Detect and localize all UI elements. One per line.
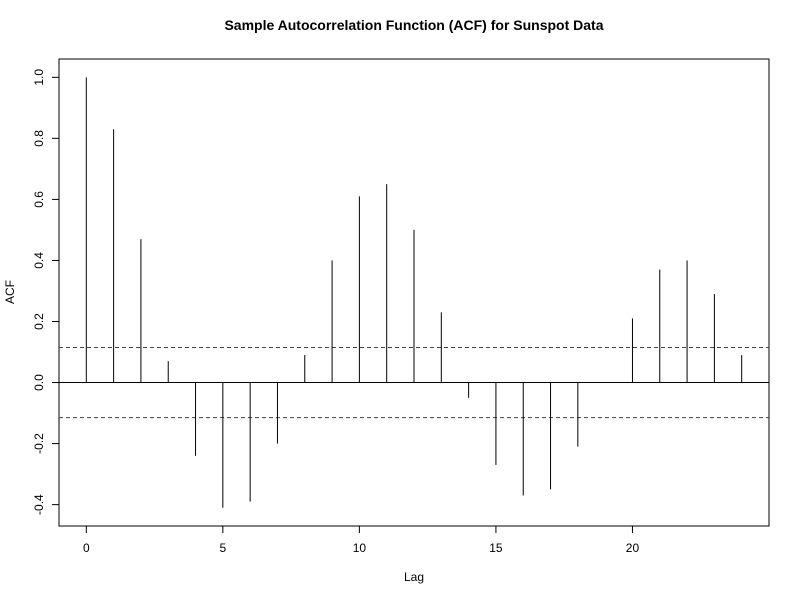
confidence-bands: [59, 346, 769, 419]
chart-title: Sample Autocorrelation Function (ACF) fo…: [224, 17, 603, 33]
y-axis: -0.4 -0.2 0.0 0.2 0.4 0.6 0.8 1.0: [32, 69, 60, 515]
y-tick-label: -0.2: [32, 433, 46, 454]
acf-spikes: [85, 77, 743, 508]
y-tick-label: 1.0: [32, 69, 46, 86]
x-axis-label: Lag: [404, 570, 424, 584]
y-tick-label: 0.2: [32, 313, 46, 330]
y-tick-label: -0.4: [32, 494, 46, 515]
x-axis: 0 5 10 15 20: [83, 525, 640, 555]
x-tick-label: 20: [626, 541, 640, 555]
y-tick-label: 0.6: [32, 191, 46, 208]
y-tick-label: 0.4: [32, 252, 46, 269]
y-axis-label: ACF: [3, 280, 17, 304]
x-tick-label: 0: [83, 541, 90, 555]
y-tick-label: 0.8: [32, 130, 46, 147]
x-tick-label: 15: [489, 541, 503, 555]
y-tick-label: 0.0: [32, 374, 46, 391]
x-tick-label: 5: [220, 541, 227, 555]
x-tick-label: 10: [353, 541, 367, 555]
